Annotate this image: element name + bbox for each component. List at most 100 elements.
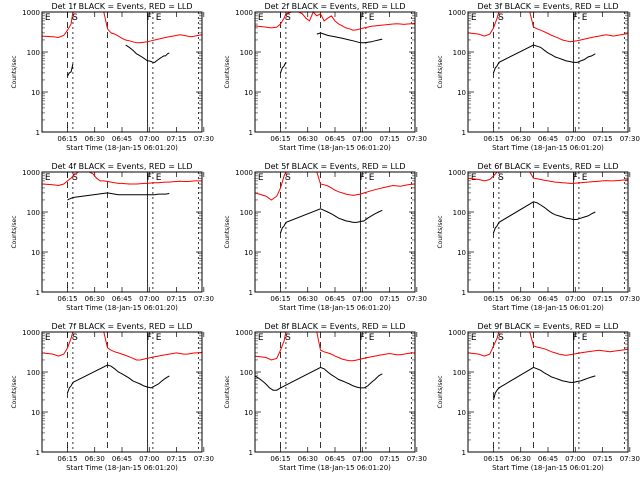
time-marker-label: S: [72, 333, 78, 343]
x-tick-label: 06:45: [538, 295, 558, 303]
x-tick-label: 06:15: [483, 135, 503, 143]
events-series-line: [254, 366, 383, 391]
x-tick-label: 07:15: [166, 295, 186, 303]
time-marker-label: E: [369, 13, 375, 23]
y-tick-label: 1000: [448, 329, 466, 337]
panel-title: Det 5f BLACK = Events, RED = LLD: [264, 162, 405, 171]
panel-title: Det 1f BLACK = Events, RED = LLD: [51, 2, 192, 11]
x-tick-label: 07:00: [565, 135, 585, 143]
x-axis-label: Start Time (18-Jan-15 06:01:20): [66, 144, 178, 152]
y-tick-label: 100: [240, 369, 253, 377]
x-tick-label: 06:15: [483, 295, 503, 303]
y-tick-label: 1000: [22, 169, 40, 177]
time-marker-label: E: [471, 333, 477, 343]
time-marker-label: F: [573, 173, 578, 183]
x-tick-label: 06:30: [298, 295, 318, 303]
y-tick-label: 10: [31, 409, 40, 417]
x-tick-label: 06:30: [511, 295, 531, 303]
x-tick-label: 06:45: [325, 135, 345, 143]
plot-frame: [467, 11, 629, 133]
x-tick-label: 06:30: [85, 135, 105, 143]
y-tick-label: 1: [36, 449, 40, 457]
x-axis-label: Start Time (18-Jan-15 06:01:20): [492, 464, 604, 472]
panel-title: Det 4f BLACK = Events, RED = LLD: [51, 162, 192, 171]
x-tick-label: 07:00: [565, 295, 585, 303]
x-tick-label: 06:45: [112, 295, 132, 303]
y-tick-label: 1000: [22, 9, 40, 17]
x-tick-label: 06:45: [325, 455, 345, 463]
x-tick-label: 07:15: [166, 455, 186, 463]
x-tick-label: 07:15: [379, 135, 399, 143]
events-series-line: [280, 32, 383, 74]
x-tick-label: 07:30: [194, 135, 214, 143]
events-series-line: [493, 366, 596, 401]
x-tick-label: 06:15: [57, 295, 77, 303]
time-marker-label: S: [72, 173, 78, 183]
x-tick-label: 07:30: [620, 135, 640, 143]
x-tick-label: 06:30: [85, 295, 105, 303]
x-tick-label: 06:15: [270, 295, 290, 303]
plot-frame: [254, 171, 416, 293]
y-tick-label: 1: [462, 129, 466, 137]
y-tick-label: 100: [453, 49, 466, 57]
time-marker-label: F: [147, 173, 152, 183]
y-tick-label: 1000: [448, 9, 466, 17]
time-marker-label: S: [285, 173, 291, 183]
detector-panel: Det 3f BLACK = Events, RED = LLD Counts/s…: [437, 2, 640, 152]
time-marker-label: F: [360, 173, 365, 183]
plot-frame: [41, 331, 203, 453]
detector-panel: Det 8f BLACK = Events, RED = LLD Counts/s…: [224, 322, 427, 472]
time-marker-label: F: [147, 13, 152, 23]
x-axis-label: Start Time (18-Jan-15 06:01:20): [66, 304, 178, 312]
time-marker-label: E: [582, 333, 588, 343]
plot-frame: [41, 11, 203, 133]
x-tick-label: 06:45: [538, 455, 558, 463]
x-axis-label: Start Time (18-Jan-15 06:01:20): [492, 304, 604, 312]
time-marker-label: E: [45, 333, 51, 343]
time-marker-label: S: [498, 13, 504, 23]
detector-panel: Det 2f BLACK = Events, RED = LLD Counts/s…: [224, 2, 427, 152]
panel-title: Det 8f BLACK = Events, RED = LLD: [264, 322, 405, 331]
y-tick-label: 10: [244, 89, 253, 97]
detector-panel: Det 7f BLACK = Events, RED = LLD Counts/s…: [11, 322, 214, 472]
x-tick-label: 07:15: [166, 135, 186, 143]
x-axis-label: Start Time (18-Jan-15 06:01:20): [66, 464, 178, 472]
y-tick-label: 100: [240, 49, 253, 57]
x-tick-label: 07:15: [379, 455, 399, 463]
panel-title: Det 7f BLACK = Events, RED = LLD: [51, 322, 192, 331]
y-tick-label: 100: [27, 369, 40, 377]
time-marker-label: S: [72, 13, 78, 23]
x-axis-label: Start Time (18-Jan-15 06:01:20): [279, 144, 391, 152]
x-tick-label: 06:15: [270, 135, 290, 143]
plot-frame: [467, 171, 629, 293]
x-axis-label: Start Time (18-Jan-15 06:01:20): [492, 144, 604, 152]
time-marker-label: F: [360, 13, 365, 23]
y-tick-label: 1000: [235, 169, 253, 177]
y-axis-label: Counts/sec: [437, 215, 444, 248]
y-axis-label: Counts/sec: [224, 375, 231, 408]
time-marker-label: E: [582, 173, 588, 183]
time-marker-label: E: [471, 173, 477, 183]
y-tick-label: 1: [249, 129, 253, 137]
y-tick-label: 1000: [235, 9, 253, 17]
y-tick-label: 1000: [448, 169, 466, 177]
time-marker-label: E: [471, 13, 477, 23]
y-tick-label: 100: [453, 369, 466, 377]
x-tick-label: 07:30: [194, 455, 214, 463]
x-tick-label: 06:30: [511, 135, 531, 143]
time-marker-label: S: [285, 333, 291, 343]
x-tick-label: 07:30: [407, 455, 427, 463]
x-tick-label: 07:30: [194, 295, 214, 303]
x-tick-label: 07:15: [592, 135, 612, 143]
x-tick-label: 06:15: [270, 455, 290, 463]
x-axis-label: Start Time (18-Jan-15 06:01:20): [279, 304, 391, 312]
plot-frame: [254, 11, 416, 133]
detector-panel: Det 1f BLACK = Events, RED = LLD Counts/s…: [11, 2, 214, 152]
x-tick-label: 07:30: [620, 295, 640, 303]
y-axis-label: Counts/sec: [437, 375, 444, 408]
time-marker-label: E: [369, 333, 375, 343]
x-tick-label: 06:45: [325, 295, 345, 303]
y-tick-label: 100: [453, 209, 466, 217]
detector-panel: Det 5f BLACK = Events, RED = LLD Counts/s…: [224, 162, 427, 312]
x-tick-label: 07:15: [379, 295, 399, 303]
